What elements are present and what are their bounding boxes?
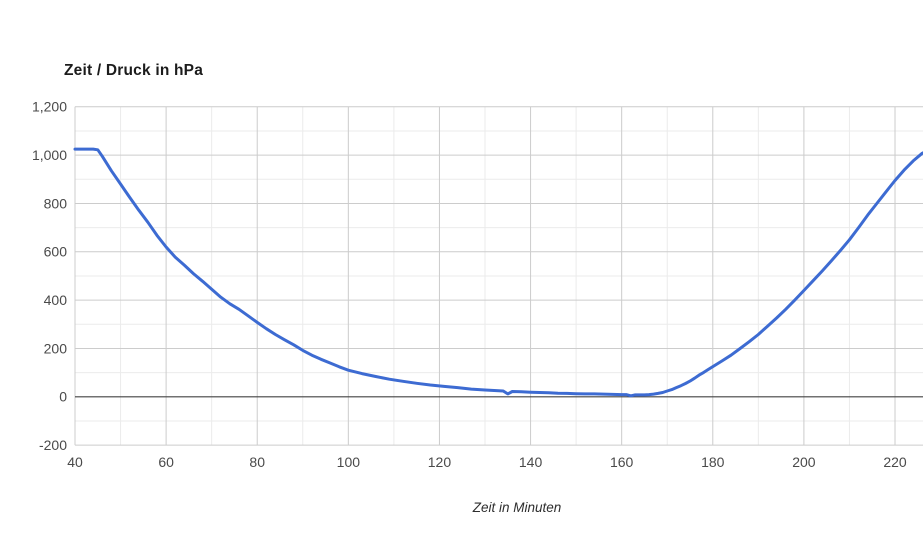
- x-tick-label: 220: [883, 454, 907, 470]
- y-tick-label: 800: [44, 195, 68, 211]
- x-tick-label: 40: [67, 454, 83, 470]
- y-tick-label: -200: [39, 437, 67, 453]
- chart-title: Zeit / Druck in hPa: [64, 62, 204, 79]
- x-tick-label: 60: [158, 454, 174, 470]
- x-axis-title: Zeit in Minuten: [472, 500, 562, 515]
- y-tick-label: 200: [44, 340, 68, 356]
- x-tick-label: 160: [610, 454, 634, 470]
- y-tick-label: 1,000: [32, 147, 67, 163]
- x-tick-label: 100: [337, 454, 361, 470]
- x-tick-label: 200: [792, 454, 816, 470]
- x-tick-label: 120: [428, 454, 452, 470]
- y-tick-label: 600: [44, 244, 68, 260]
- pressure-curve: [73, 147, 923, 398]
- x-tick-label: 80: [249, 454, 265, 470]
- y-tick-label: 0: [59, 389, 67, 405]
- x-tick-label: 140: [519, 454, 543, 470]
- x-tick-label: 180: [701, 454, 725, 470]
- y-tick-label: 1,200: [32, 99, 67, 115]
- y-tick-label: 400: [44, 292, 68, 308]
